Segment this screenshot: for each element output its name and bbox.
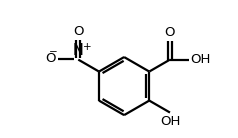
Text: N: N [73,43,84,58]
Text: O: O [46,52,56,65]
Text: OH: OH [161,115,181,128]
Text: O: O [73,25,84,38]
Text: +: + [83,42,92,52]
Text: OH: OH [190,53,210,66]
Text: O: O [165,26,175,39]
Text: −: − [49,47,58,57]
